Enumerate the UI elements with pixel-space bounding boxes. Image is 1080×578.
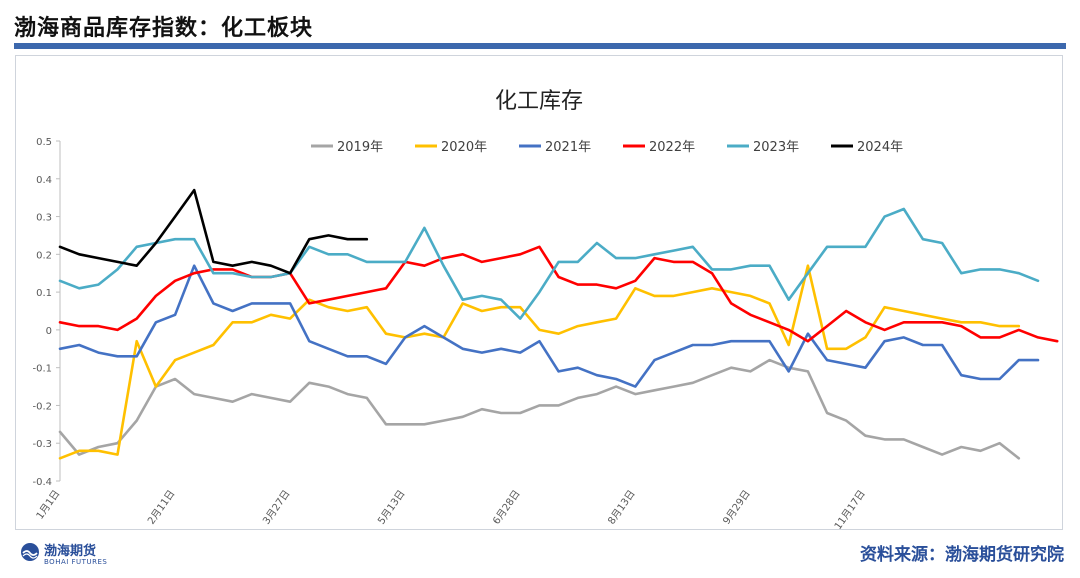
y-tick-label: 0.1 xyxy=(36,288,52,299)
data-source: 资料来源：渤海期货研究院 xyxy=(860,545,1064,565)
legend-label: 2023年 xyxy=(753,140,799,155)
legend-label: 2021年 xyxy=(545,140,591,155)
legend-label: 2022年 xyxy=(649,140,695,155)
y-tick-label: -0.1 xyxy=(32,364,52,375)
x-tick-label: 3月27日 xyxy=(260,488,292,527)
y-tick-label: 0.3 xyxy=(36,213,52,224)
x-tick-label: 5月13日 xyxy=(375,488,407,527)
logo-text-en: BOHAI FUTURES xyxy=(44,558,108,566)
x-tick-label: 11月17日 xyxy=(832,488,868,529)
series-line xyxy=(58,207,1040,320)
x-tick-label: 1月1日 xyxy=(34,488,63,522)
series-line xyxy=(58,264,1040,388)
series-line xyxy=(58,358,1021,460)
series-line xyxy=(58,245,1059,343)
series-line xyxy=(58,264,1021,460)
y-tick-label: -0.4 xyxy=(32,477,52,488)
chart-frame: 化工库存 -0.4 -0.3 -0.2 -0.1 0 0.1 0.2 0.3 0.4 0.5 1月1日… xyxy=(15,55,1063,530)
x-tick-label: 8月13日 xyxy=(605,488,637,527)
y-tick-label: -0.2 xyxy=(32,401,52,412)
legend-label: 2020年 xyxy=(441,140,487,155)
title-rule xyxy=(14,43,1066,49)
bohai-logo-icon xyxy=(21,543,39,561)
page-title: 渤海商品库存指数：化工板块 xyxy=(14,16,314,41)
series-line xyxy=(58,188,369,275)
y-tick-label: 0.4 xyxy=(36,175,52,186)
logo-text-cn: 渤海期货 xyxy=(44,544,97,559)
x-tick-label: 9月29日 xyxy=(721,488,753,527)
x-tick-label: 6月28日 xyxy=(490,488,522,527)
y-tick-label: 0.5 xyxy=(36,137,52,148)
y-tick-label: 0.2 xyxy=(36,250,52,261)
chart-title: 化工库存 xyxy=(495,89,583,114)
y-tick-label: 0 xyxy=(46,326,52,337)
company-logo: 渤海期货 BOHAI FUTURES xyxy=(20,538,130,574)
x-tick-label: 2月11日 xyxy=(145,488,177,527)
legend-label: 2024年 xyxy=(857,140,903,155)
line-chart: 化工库存 -0.4 -0.3 -0.2 -0.1 0 0.1 0.2 0.3 0.4 0.5 1月1日… xyxy=(32,89,1059,529)
legend-label: 2019年 xyxy=(337,140,383,155)
y-tick-label: -0.3 xyxy=(32,439,52,450)
